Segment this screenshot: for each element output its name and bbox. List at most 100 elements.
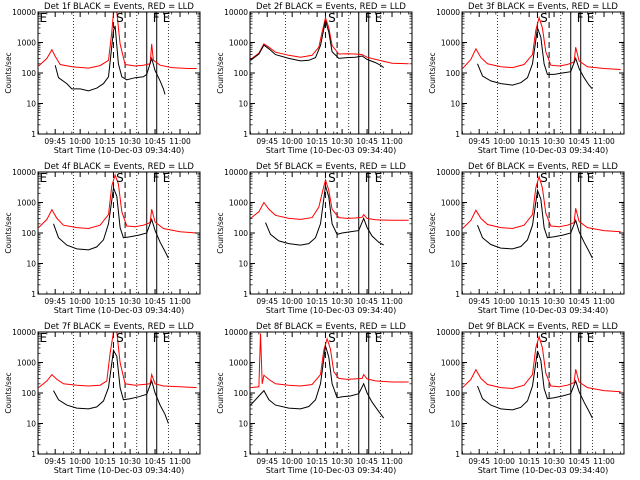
- panel-title: Det 1f BLACK = Events, RED = LLD: [44, 2, 194, 12]
- y-axis-label: Counts/sec: [4, 212, 13, 253]
- lld-series-line: [250, 178, 409, 221]
- y-tick-label: 10000: [224, 8, 248, 17]
- phase-marker-label: S: [328, 331, 336, 345]
- x-tick-label: 10:15: [518, 297, 540, 306]
- y-axis-label: Counts/sec: [428, 372, 437, 413]
- x-tick-label: 11:00: [593, 297, 615, 306]
- x-tick-label: 09:45: [44, 297, 66, 306]
- phase-marker-label: E: [375, 171, 383, 185]
- x-tick-label: 10:00: [493, 137, 515, 146]
- x-tick-label: 11:00: [381, 137, 403, 146]
- phase-marker-label: F: [365, 11, 372, 25]
- phase-marker-label: E: [40, 331, 48, 345]
- phase-marker-label: S: [328, 171, 336, 185]
- x-tick-label: 10:00: [69, 457, 91, 466]
- phase-marker-label: S: [328, 11, 336, 25]
- x-tick-label: 10:00: [493, 457, 515, 466]
- panel-title: Det 8f BLACK = Events, RED = LLD: [256, 322, 406, 332]
- x-tick-label: 09:45: [468, 457, 490, 466]
- panel-det-1: Det 1f BLACK = Events, RED = LLD 1 10 100 10…: [4, 2, 201, 155]
- x-tick-label: 10:15: [306, 457, 328, 466]
- x-tick-label: 11:00: [593, 137, 615, 146]
- x-axis-label: Start Time (10-Dec-03 09:34:40): [478, 466, 609, 475]
- events-series-line: [53, 185, 169, 259]
- x-axis-label: Start Time (10-Dec-03 09:34:40): [54, 466, 185, 475]
- x-tick-label: 09:45: [256, 297, 278, 306]
- x-tick-label: 10:15: [94, 457, 116, 466]
- x-axis-label: Start Time (10-Dec-03 09:34:40): [478, 306, 609, 315]
- y-axis-label: Counts/sec: [216, 52, 225, 93]
- events-series-line: [250, 345, 385, 419]
- plot-frame: [249, 11, 413, 135]
- panel-title: Det 9f BLACK = Events, RED = LLD: [468, 322, 618, 332]
- x-tick-label: 10:30: [543, 137, 565, 146]
- x-tick-label: 11:00: [169, 457, 191, 466]
- events-series-line: [250, 20, 384, 69]
- y-tick-label: 1000: [229, 359, 248, 368]
- y-tick-label: 10000: [436, 168, 460, 177]
- y-tick-label: 1: [31, 450, 36, 459]
- y-tick-label: 10: [238, 420, 248, 429]
- y-tick-label: 10: [238, 260, 248, 269]
- phase-marker-label: S: [116, 331, 124, 345]
- y-tick-label: 100: [22, 389, 37, 398]
- x-axis-label: Start Time (10-Dec-03 09:34:40): [54, 146, 185, 155]
- y-tick-label: 100: [446, 229, 461, 238]
- phase-marker-label: F: [577, 331, 584, 345]
- phase-marker-label: E: [40, 171, 48, 185]
- y-tick-label: 100: [234, 229, 249, 238]
- panel-title: Det 6f BLACK = Events, RED = LLD: [468, 162, 618, 172]
- lld-series-line: [462, 174, 621, 233]
- x-tick-label: 09:45: [256, 457, 278, 466]
- x-tick-label: 10:45: [356, 137, 378, 146]
- panel-det-7: Det 7f BLACK = Events, RED = LLD 1 10 100 10…: [4, 322, 201, 475]
- y-tick-label: 100: [22, 229, 37, 238]
- x-tick-label: 10:45: [144, 297, 166, 306]
- phase-marker-label: F: [365, 171, 372, 185]
- x-tick-label: 09:45: [468, 137, 490, 146]
- phase-marker-label: E: [587, 171, 595, 185]
- x-tick-label: 10:00: [69, 297, 91, 306]
- phase-marker-label: F: [577, 171, 584, 185]
- panel-det-3: Det 3f BLACK = Events, RED = LLD 1 10 100 10…: [428, 2, 625, 155]
- panel-det-2: Det 2f BLACK = Events, RED = LLD 1 10 100 10…: [216, 2, 413, 155]
- y-tick-label: 1: [455, 130, 460, 139]
- phase-marker-label: F: [153, 331, 160, 345]
- x-tick-label: 10:30: [543, 297, 565, 306]
- events-series-line: [477, 27, 593, 90]
- x-tick-label: 10:15: [306, 297, 328, 306]
- events-series-line: [265, 185, 384, 246]
- y-axis-label: Counts/sec: [4, 52, 13, 93]
- x-tick-label: 10:30: [119, 297, 141, 306]
- events-series-line: [53, 348, 169, 424]
- phase-marker-label: S: [540, 11, 548, 25]
- y-tick-label: 10000: [224, 328, 248, 337]
- x-tick-label: 10:15: [94, 137, 116, 146]
- x-tick-label: 10:30: [331, 137, 353, 146]
- events-series-line: [477, 188, 593, 259]
- panel-title: Det 5f BLACK = Events, RED = LLD: [256, 162, 406, 172]
- y-tick-label: 100: [234, 389, 249, 398]
- x-tick-label: 11:00: [381, 297, 403, 306]
- y-tick-label: 10: [26, 260, 36, 269]
- x-tick-label: 10:45: [568, 457, 590, 466]
- y-tick-label: 1000: [441, 359, 460, 368]
- y-tick-label: 1: [243, 290, 248, 299]
- x-tick-label: 09:45: [44, 457, 66, 466]
- x-axis-label: Start Time (10-Dec-03 09:34:40): [266, 306, 397, 315]
- panel-title: Det 7f BLACK = Events, RED = LLD: [44, 322, 194, 332]
- phase-marker-label: S: [540, 171, 548, 185]
- y-tick-label: 1000: [17, 359, 36, 368]
- panel-det-9: Det 9f BLACK = Events, RED = LLD 1 10 100 10…: [428, 322, 625, 475]
- panel-det-5: Det 5f BLACK = Events, RED = LLD 1 10 100 10…: [216, 162, 413, 315]
- panel-det-6: Det 6f BLACK = Events, RED = LLD 1 10 100 10…: [428, 162, 625, 315]
- y-tick-label: 10000: [436, 328, 460, 337]
- y-axis-label: Counts/sec: [4, 372, 13, 413]
- x-tick-label: 10:30: [331, 457, 353, 466]
- y-tick-label: 10000: [436, 8, 460, 17]
- x-tick-label: 10:45: [568, 137, 590, 146]
- y-tick-label: 1000: [229, 39, 248, 48]
- x-tick-label: 09:45: [256, 137, 278, 146]
- x-axis-label: Start Time (10-Dec-03 09:34:40): [54, 306, 185, 315]
